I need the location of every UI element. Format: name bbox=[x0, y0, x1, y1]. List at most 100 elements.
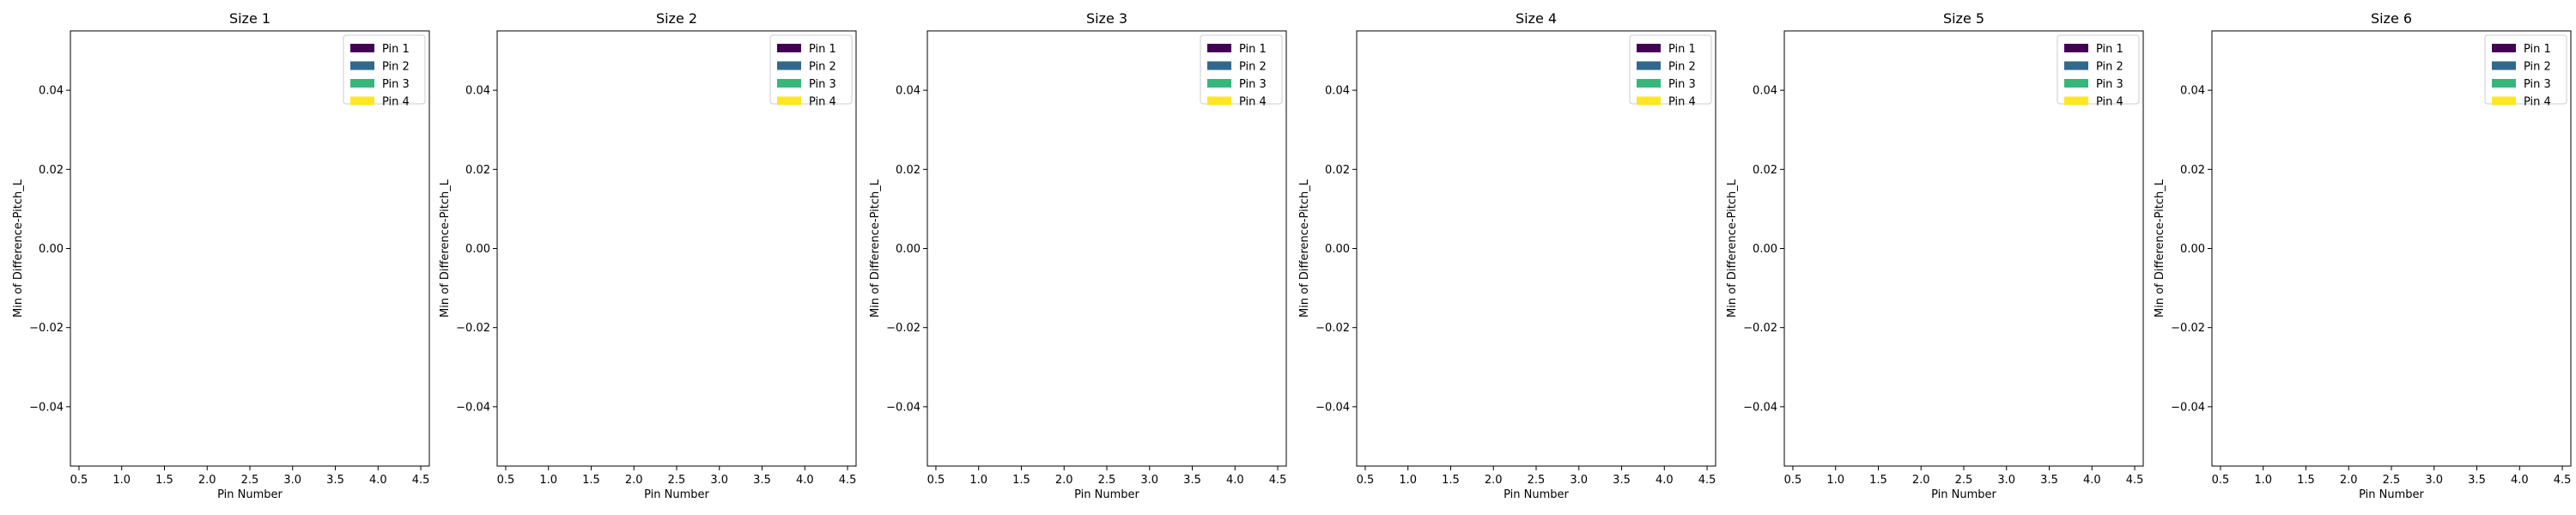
x-tick-label: 0.5 bbox=[927, 474, 945, 487]
x-tick-label: 3.5 bbox=[2040, 474, 2058, 487]
legend-label: Pin 4 bbox=[382, 96, 410, 109]
y-tick-label: 0.04 bbox=[1325, 85, 1350, 98]
y-tick-label: 0.00 bbox=[39, 243, 64, 256]
x-tick-label: 2.5 bbox=[1098, 474, 1116, 487]
x-tick-label: 1.0 bbox=[2254, 474, 2272, 487]
legend-swatch bbox=[2064, 44, 2088, 52]
x-tick-label: 2.0 bbox=[1912, 474, 1930, 487]
x-tick-label: 4.0 bbox=[2083, 474, 2101, 487]
y-tick-label: 0.00 bbox=[1325, 243, 1350, 256]
legend: Pin 1 Pin 2 Pin 3 Pin 4 bbox=[2057, 34, 2140, 109]
x-tick-label: 1.0 bbox=[112, 474, 131, 487]
legend-label: Pin 1 bbox=[1668, 43, 1696, 56]
x-tick-label: 0.5 bbox=[1784, 474, 1802, 487]
subplot-6: Size 6 0.5 1.0 1.5 2.0 2.5 3.0 3.5 4.0 4.5 0.04 0.0… bbox=[2154, 10, 2572, 501]
legend-label: Pin 1 bbox=[1239, 43, 1267, 56]
y-tick-label: −0.04 bbox=[2171, 401, 2205, 414]
x-axis-label: Pin Number bbox=[1504, 488, 1569, 501]
y-tick-label: 0.02 bbox=[2180, 164, 2205, 177]
subplot-5: Size 5 0.5 1.0 1.5 2.0 2.5 3.0 3.5 4.0 4.5 0.04 0.0… bbox=[1726, 10, 2144, 501]
legend-label: Pin 3 bbox=[1239, 78, 1267, 91]
legend-swatch bbox=[350, 79, 374, 88]
x-tick-label: 1.5 bbox=[1012, 474, 1030, 487]
x-axis-label: Pin Number bbox=[1074, 488, 1139, 501]
x-tick-label: 4.0 bbox=[1656, 474, 1674, 487]
y-tick-label: −0.04 bbox=[1743, 401, 1777, 414]
legend-label: Pin 1 bbox=[2096, 43, 2123, 56]
y-tick-label: 0.00 bbox=[896, 243, 920, 256]
x-tick-label: 4.0 bbox=[369, 474, 387, 487]
x-tick-label: 3.0 bbox=[710, 474, 728, 487]
x-tick-label: 4.5 bbox=[2554, 474, 2572, 487]
legend-swatch bbox=[350, 61, 374, 70]
subplot-title: Size 3 bbox=[1086, 10, 1127, 27]
x-tick-label: 3.5 bbox=[1183, 474, 1201, 487]
legend-swatch bbox=[2492, 96, 2516, 106]
legend: Pin 1 Pin 2 Pin 3 Pin 4 bbox=[343, 34, 426, 109]
subplot-title: Size 1 bbox=[229, 10, 270, 27]
x-tick-label: 2.0 bbox=[198, 474, 216, 487]
y-tick-label: −0.02 bbox=[456, 322, 490, 335]
x-tick-label: 0.5 bbox=[1357, 474, 1375, 487]
x-tick-label: 1.0 bbox=[969, 474, 987, 487]
legend-swatch bbox=[777, 96, 801, 106]
legend-swatch bbox=[1207, 61, 1231, 70]
legend-swatch bbox=[1207, 96, 1231, 106]
legend-swatch bbox=[1637, 96, 1661, 106]
y-tick-label: −0.02 bbox=[29, 322, 64, 335]
y-tick-label: −0.02 bbox=[886, 322, 920, 335]
x-tick-label: 0.5 bbox=[2212, 474, 2230, 487]
subplot-title: Size 4 bbox=[1516, 10, 1557, 27]
y-axis-label: Min of Difference-Pitch_L bbox=[2154, 179, 2166, 318]
y-axis-label: Min of Difference-Pitch_L bbox=[12, 179, 25, 318]
y-tick-label: 0.02 bbox=[896, 164, 920, 177]
y-tick-label: 0.02 bbox=[39, 164, 64, 177]
legend-swatch bbox=[2064, 61, 2088, 70]
y-tick-label: 0.00 bbox=[2180, 243, 2205, 256]
x-tick-label: 4.5 bbox=[2126, 474, 2144, 487]
x-tick-label: 0.5 bbox=[70, 474, 88, 487]
x-tick-label: 2.5 bbox=[1528, 474, 1546, 487]
legend-label: Pin 4 bbox=[2524, 96, 2551, 109]
x-tick-label: 1.0 bbox=[1399, 474, 1417, 487]
legend-label: Pin 2 bbox=[1668, 61, 1696, 74]
x-tick-label: 4.5 bbox=[412, 474, 430, 487]
x-tick-label: 1.0 bbox=[539, 474, 557, 487]
x-axis-label: Pin Number bbox=[644, 488, 709, 501]
y-tick-label: 0.04 bbox=[2180, 85, 2205, 98]
x-tick-label: 3.0 bbox=[283, 474, 301, 487]
legend-label: Pin 4 bbox=[1668, 96, 1696, 109]
x-tick-label: 2.5 bbox=[1955, 474, 1973, 487]
legend-swatch bbox=[2492, 44, 2516, 52]
legend-swatch bbox=[1637, 79, 1661, 88]
legend: Pin 1 Pin 2 Pin 3 Pin 4 bbox=[1200, 34, 1283, 109]
x-tick-label: 3.0 bbox=[1570, 474, 1588, 487]
legend-label: Pin 1 bbox=[382, 43, 410, 56]
x-tick-label: 1.0 bbox=[1826, 474, 1844, 487]
y-axis-label: Min of Difference-Pitch_L bbox=[1298, 179, 1311, 318]
legend-label: Pin 2 bbox=[2524, 61, 2551, 74]
x-tick-label: 2.5 bbox=[241, 474, 259, 487]
y-tick-label: −0.02 bbox=[2171, 322, 2205, 335]
legend-swatch bbox=[777, 44, 801, 52]
y-tick-label: 0.04 bbox=[39, 85, 64, 98]
x-tick-label: 4.0 bbox=[2511, 474, 2529, 487]
x-axis-label: Pin Number bbox=[217, 488, 283, 501]
x-tick-label: 3.5 bbox=[753, 474, 771, 487]
x-tick-label: 2.0 bbox=[2340, 474, 2358, 487]
subplot-2: Size 2 0.5 1.0 1.5 2.0 2.5 3.0 3.5 4.0 4.5 0.04 0.0… bbox=[439, 10, 857, 501]
x-tick-label: 4.5 bbox=[1698, 474, 1716, 487]
legend-label: Pin 2 bbox=[2096, 61, 2123, 74]
y-tick-label: 0.04 bbox=[896, 85, 920, 98]
legend-swatch bbox=[2064, 79, 2088, 88]
y-axis-label: Min of Difference-Pitch_L bbox=[439, 179, 452, 318]
x-axis-label: Pin Number bbox=[1931, 488, 1996, 501]
subplot-title: Size 2 bbox=[656, 10, 697, 27]
x-tick-label: 3.0 bbox=[2425, 474, 2443, 487]
x-tick-label: 2.0 bbox=[1485, 474, 1503, 487]
x-tick-label: 2.5 bbox=[2383, 474, 2401, 487]
y-axis-label: Min of Difference-Pitch_L bbox=[869, 179, 882, 318]
legend: Pin 1 Pin 2 Pin 3 Pin 4 bbox=[2484, 34, 2567, 109]
x-tick-label: 4.0 bbox=[796, 474, 814, 487]
